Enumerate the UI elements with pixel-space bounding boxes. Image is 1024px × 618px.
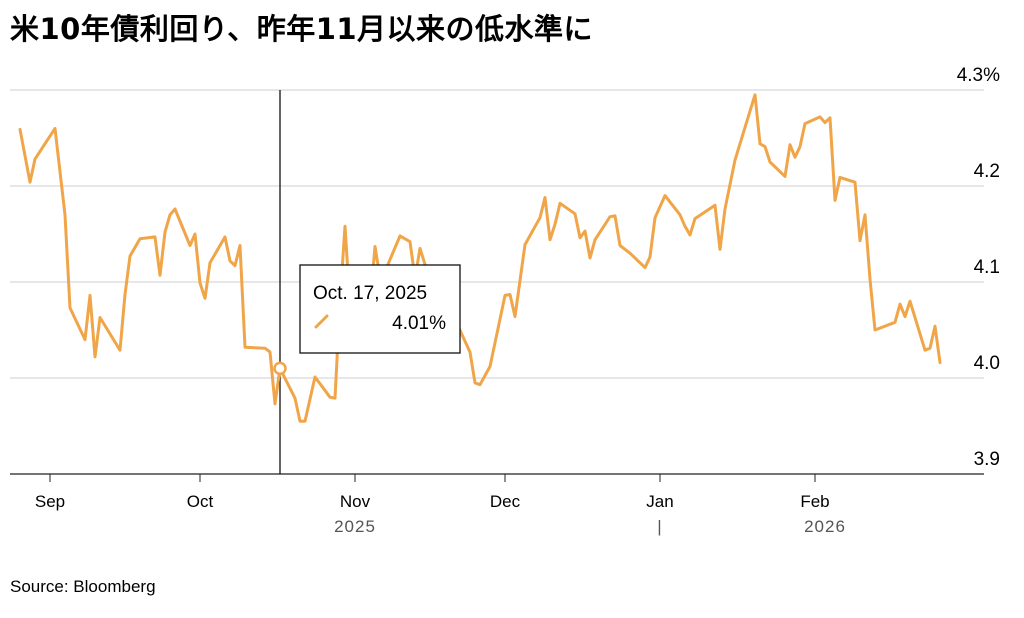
x-tick-label: Oct (187, 492, 214, 511)
tooltip-date: Oct. 17, 2025 (313, 283, 427, 304)
series-line-group[interactable] (18, 93, 942, 423)
x-tick-label: Sep (35, 492, 65, 511)
y-tick-label: 4.3% (957, 65, 1000, 86)
hover-marker (273, 361, 287, 376)
year-label: 2026 (804, 517, 846, 536)
year-divider: | (657, 517, 662, 536)
tooltip-box (299, 264, 461, 354)
y-tick-label: 4.1 (974, 257, 1000, 278)
tooltip: Oct. 17, 2025 4.01% (273, 264, 461, 376)
tooltip-value: 4.01% (392, 313, 446, 334)
chart-title: 米10年債利回り、昨年11月以来の低水準に (10, 12, 594, 46)
x-axis: Sep Oct Nov Dec Jan Feb 2025 2026 | (35, 474, 846, 536)
year-label: 2025 (334, 517, 376, 536)
grid-lines (10, 89, 984, 475)
y-tick-label: 4.0 (974, 353, 1000, 374)
x-tick-label: Dec (490, 492, 521, 511)
y-tick-label: 3.9 (974, 449, 1000, 470)
y-axis: 4.3% 4.2 4.1 4.0 3.9 (957, 65, 1000, 470)
series-line (18, 93, 942, 423)
x-tick-label: Nov (340, 492, 371, 511)
x-tick-label: Jan (646, 492, 673, 511)
source-note: Source: Bloomberg (10, 577, 156, 596)
x-tick-label: Feb (800, 492, 829, 511)
tooltip-series-swatch (314, 314, 329, 329)
y-tick-label: 4.2 (974, 161, 1000, 182)
